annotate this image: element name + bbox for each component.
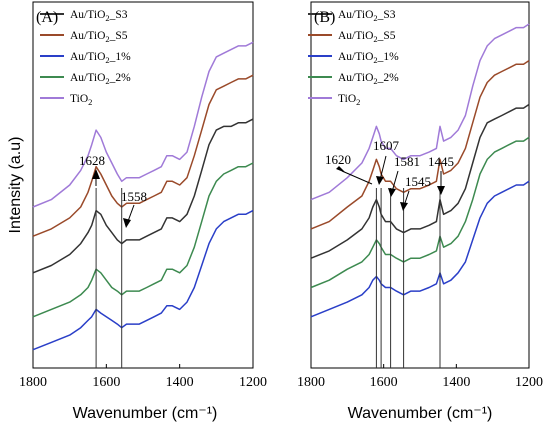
series-layer: [32, 41, 254, 351]
peak-label: 1445: [428, 154, 454, 169]
legend-label: Au/TiO2_2%: [70, 72, 131, 86]
reference-lines: [375, 188, 441, 368]
legend-label: TiO2: [70, 93, 92, 107]
legend-label: Au/TiO2_S5: [70, 30, 128, 44]
series-layer: [310, 23, 530, 318]
peak-label: 1628: [79, 153, 105, 168]
peak-annotations: 1620 1607 1581 1545 1445: [325, 138, 454, 211]
legend-label: Au/TiO2_S3: [338, 9, 396, 23]
x-tick-label: 1200: [239, 375, 267, 390]
panel-a: 1628 1558 1800 1600 1400 1200 Au/TiO2_S3Au/…: [7, 1, 267, 422]
legend: Au/TiO2_S3 Au/TiO2_S5 Au/TiO2_1% Au/TiO2_2%…: [40, 9, 131, 107]
annotation-arrowhead: [437, 186, 445, 195]
annotation-arrow: [341, 170, 373, 185]
series-line: [310, 103, 530, 259]
panel-b: 1620 1607 1581 1545 1445 1800 1600 1400 120…: [297, 1, 543, 422]
plot-frame: [310, 1, 530, 369]
x-tick-label: 1200: [515, 375, 543, 390]
peak-label: 1545: [405, 174, 431, 189]
x-tick-label: 1600: [370, 375, 398, 390]
annotation-arrowhead: [400, 202, 408, 211]
peak-label: 1581: [394, 154, 420, 169]
x-ticks: 1800 1600 1400 1200: [297, 364, 543, 390]
legend-label: TiO2: [338, 93, 360, 107]
series-line: [32, 74, 254, 237]
x-axis-title: Wavenumber (cm⁻¹): [348, 405, 493, 422]
series-line: [310, 180, 530, 318]
series-line: [32, 118, 254, 274]
annotation-arrowhead: [376, 176, 384, 185]
annotation-arrowhead: [123, 218, 131, 228]
annotation-arrowhead: [336, 166, 346, 173]
series-line: [310, 23, 530, 201]
annotation-arrowhead: [388, 188, 396, 197]
legend-label: Au/TiO2_2%: [338, 72, 399, 86]
peak-annotations: 1628 1558: [79, 153, 147, 228]
annotation-arrow: [379, 155, 387, 181]
x-axis-title: Wavenumber (cm⁻¹): [73, 405, 218, 422]
annotation-arrow: [391, 170, 399, 193]
series-line: [32, 209, 254, 351]
x-tick-label: 1400: [442, 375, 470, 390]
panel-label: (A): [36, 9, 58, 26]
legend-label: Au/TiO2_1%: [70, 51, 131, 65]
peak-label: 1620: [325, 152, 351, 167]
reference-lines: [95, 188, 123, 368]
legend-label: Au/TiO2_S5: [338, 30, 396, 44]
y-axis-title: Intensity (a.u): [7, 137, 24, 234]
peak-label: 1607: [373, 138, 400, 153]
x-tick-label: 1800: [297, 375, 325, 390]
legend-label: Au/TiO2_S3: [70, 9, 128, 23]
annotation-arrowhead: [92, 169, 100, 179]
series-line: [310, 136, 530, 289]
x-tick-label: 1800: [19, 375, 47, 390]
legend-label: Au/TiO2_1%: [338, 51, 399, 65]
x-tick-label: 1400: [166, 375, 194, 390]
series-line: [32, 41, 254, 208]
panel-label: (B): [314, 9, 335, 26]
series-line: [32, 162, 254, 318]
peak-label: 1558: [121, 189, 147, 204]
series-line: [310, 59, 530, 230]
legend: Au/TiO2_S3 Au/TiO2_S5 Au/TiO2_1% Au/TiO2_2%…: [308, 9, 399, 107]
x-ticks: 1800 1600 1400 1200: [19, 364, 267, 390]
x-tick-label: 1600: [92, 375, 120, 390]
plot-frame: [32, 1, 254, 369]
